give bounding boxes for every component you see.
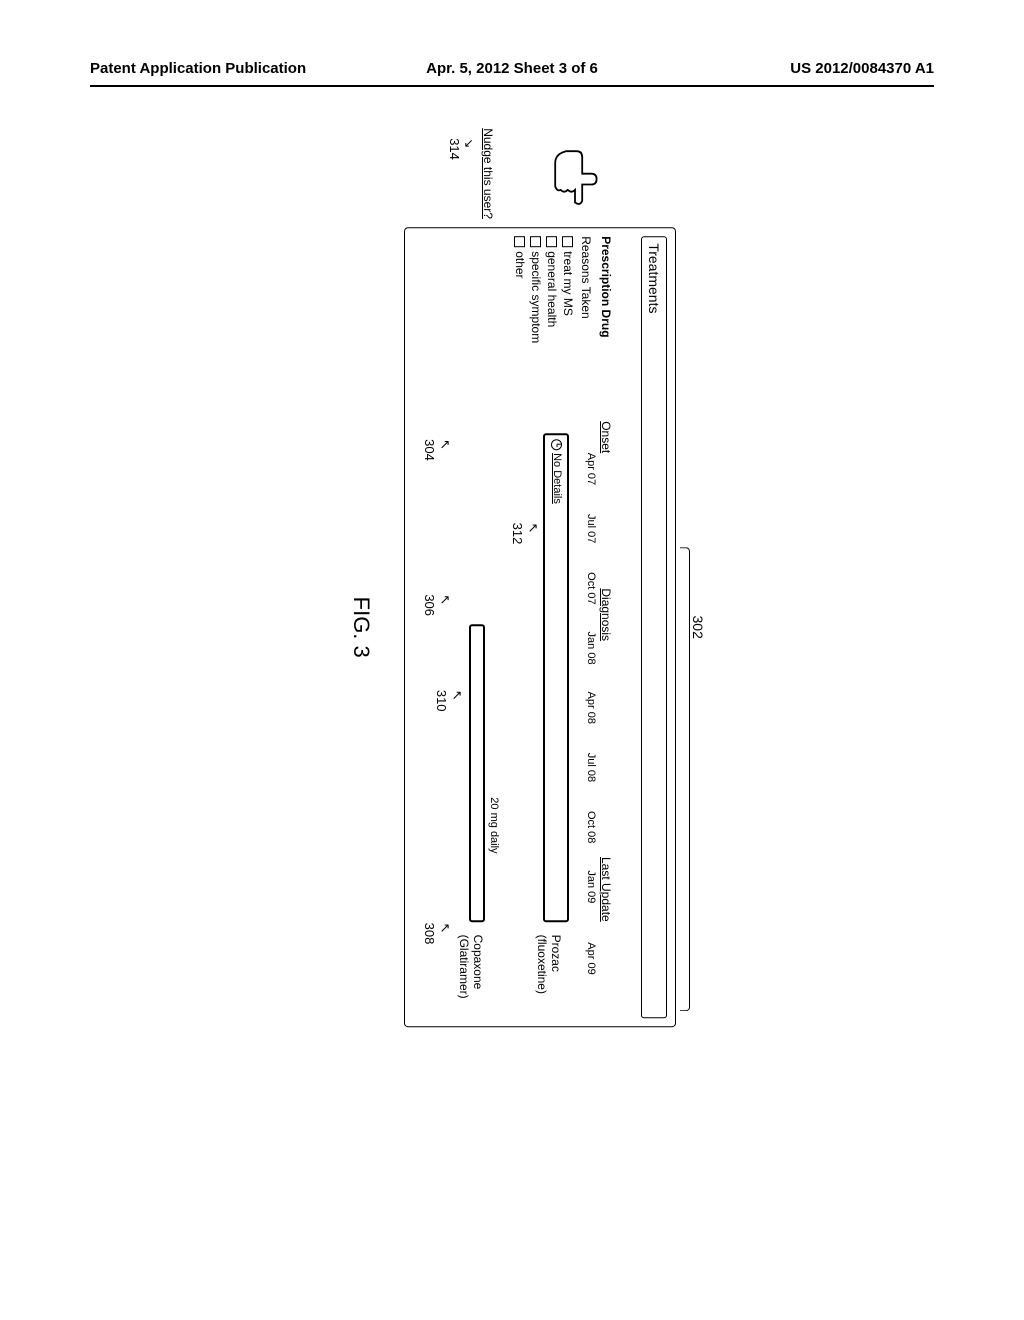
last-update-label: Last Update xyxy=(599,857,613,922)
header-center: Apr. 5, 2012 Sheet 3 of 6 xyxy=(426,60,598,77)
reason-row: specific symptom xyxy=(529,236,543,411)
prozac-bar xyxy=(543,433,569,923)
ref-312: ↖312 xyxy=(510,523,541,545)
prozac-label: Prozac (fluoxetine) xyxy=(535,935,563,1019)
timeline-tick: Apr 09 xyxy=(585,942,597,974)
ref-314: ↘314 xyxy=(447,138,477,160)
prescription-drug-section: Prescription Drug Reasons Taken treat my… xyxy=(413,236,613,411)
figure-label: FIG. 3 xyxy=(348,227,374,1027)
ref-302: 302 xyxy=(690,616,706,639)
timeline-tick: Jan 08 xyxy=(585,632,597,665)
timeline-chart: Onset Diagnosis Last Update Apr 07 Jul 07… xyxy=(413,421,613,1018)
diagnosis-label: Diagnosis xyxy=(599,588,613,641)
timeline-tick: Jul 08 xyxy=(585,753,597,782)
checkbox-icon[interactable] xyxy=(547,236,558,247)
ref-310: ↖310 xyxy=(434,690,465,712)
ref-304: ↖304 xyxy=(422,439,453,461)
header-left: Patent Application Publication xyxy=(90,60,306,77)
clock-icon xyxy=(552,439,563,450)
reason-label: specific symptom xyxy=(529,251,543,343)
timeline-tick: Apr 08 xyxy=(585,692,597,724)
header-rule xyxy=(90,85,934,87)
treatments-panel: Nudge this user? ↘314 Treatments Prescri… xyxy=(404,227,676,1027)
no-details-link[interactable]: No Details xyxy=(551,439,563,504)
nudge-user-link[interactable]: Nudge this user? xyxy=(481,128,495,219)
copaxone-dosage: 20 mg daily xyxy=(488,797,500,853)
copaxone-label: Copaxone (Glatiramer) xyxy=(457,935,485,1019)
reason-row: general health xyxy=(545,236,559,411)
reason-label: general health xyxy=(545,251,559,327)
timeline-tick: Apr 07 xyxy=(585,453,597,485)
timeline-tick: Oct 07 xyxy=(585,572,597,604)
timeline-tick: Jan 09 xyxy=(585,870,597,903)
figure-3: 302 Nudge this user? ↘314 Treatments Pre… xyxy=(348,227,676,1027)
header-right: US 2012/0084370 A1 xyxy=(790,60,934,77)
checkbox-icon[interactable] xyxy=(531,236,542,247)
checkbox-icon[interactable] xyxy=(515,236,526,247)
reason-label: other xyxy=(513,251,527,278)
copaxone-bar xyxy=(469,624,485,923)
treatments-header: Treatments xyxy=(641,236,667,1018)
reason-row: other xyxy=(513,236,527,411)
reasons-taken-label: Reasons Taken xyxy=(579,236,593,411)
ref-302-brace xyxy=(680,547,690,1011)
reason-row: treat my MS xyxy=(561,236,575,411)
no-details-label: No Details xyxy=(551,453,563,504)
page-header: Patent Application Publication Apr. 5, 2… xyxy=(0,60,1024,77)
onset-label: Onset xyxy=(599,421,613,453)
checkbox-icon[interactable] xyxy=(563,236,574,247)
pointing-hand-icon xyxy=(548,147,602,210)
reason-label: treat my MS xyxy=(561,251,575,316)
ref-306: ↖306 xyxy=(422,594,453,616)
ref-308: ↖308 xyxy=(422,923,453,945)
prescription-drug-label: Prescription Drug xyxy=(599,236,613,411)
timeline-tick: Oct 08 xyxy=(585,811,597,843)
timeline-tick: Jul 07 xyxy=(585,514,597,543)
